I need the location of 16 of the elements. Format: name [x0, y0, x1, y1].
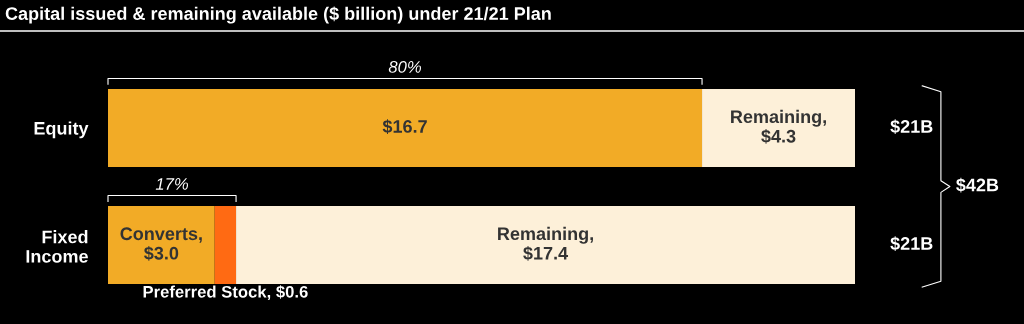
chart-title: Capital issued & remaining available ($ billion) under 21/21 Plan: [5, 6, 551, 24]
bar: [702, 88, 855, 168]
total-label: $21B: [890, 119, 933, 135]
data-label: Remaining, $17.4: [498, 226, 593, 261]
y-tick-label: Equity: [34, 121, 89, 139]
annotation: 17%: [155, 178, 188, 190]
text: $42B: [956, 177, 999, 193]
data-label: Preferred Stock, $0.6: [143, 285, 308, 301]
data-label: Converts, $3.0: [120, 227, 202, 261]
y-tick-label: Fixed Income: [26, 230, 88, 263]
total-label: $21B: [890, 236, 933, 252]
data-label: $16.7: [382, 119, 427, 135]
bar: [108, 206, 215, 285]
text: 80%: [388, 61, 421, 73]
data-label: Remaining, $4.3: [731, 109, 826, 144]
bar: [214, 206, 237, 285]
